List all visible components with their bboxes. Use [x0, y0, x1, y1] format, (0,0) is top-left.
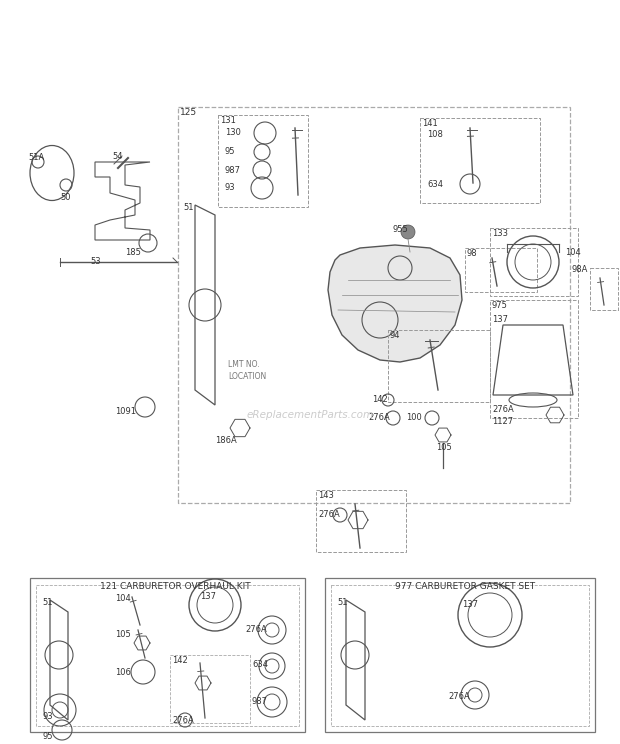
Bar	[490, 228, 578, 296]
Text: 131: 131	[220, 116, 236, 125]
Text: 276A: 276A	[245, 625, 267, 634]
Text: 125: 125	[180, 108, 197, 117]
Text: 94: 94	[390, 331, 401, 340]
Text: 133: 133	[492, 229, 508, 238]
Text: 98: 98	[467, 249, 477, 258]
Circle shape	[401, 225, 415, 239]
Bar	[36, 585, 299, 726]
Text: 51: 51	[337, 598, 347, 607]
Text: 105: 105	[436, 443, 452, 452]
Text: 137: 137	[492, 315, 508, 324]
Bar	[420, 118, 540, 203]
Text: 955: 955	[393, 225, 409, 234]
Text: 104: 104	[115, 594, 131, 603]
Text: 987: 987	[225, 166, 241, 175]
Text: 121 CARBURETOR OVERHAUL KIT: 121 CARBURETOR OVERHAUL KIT	[100, 582, 250, 591]
Text: 95: 95	[42, 732, 53, 741]
Text: 137: 137	[462, 600, 478, 609]
Text: 143: 143	[318, 491, 334, 500]
Text: 130: 130	[225, 128, 241, 137]
Text: 53: 53	[90, 257, 100, 266]
Text: 104: 104	[565, 248, 581, 257]
Text: 276A: 276A	[172, 716, 193, 725]
Polygon shape	[328, 245, 462, 362]
Text: 100: 100	[406, 413, 422, 422]
Bar	[170, 655, 250, 723]
Text: 51: 51	[42, 598, 53, 607]
Text: 142: 142	[172, 656, 188, 665]
Text: 93: 93	[225, 183, 236, 192]
Text: 106: 106	[115, 668, 131, 677]
Text: 185: 185	[125, 248, 141, 257]
Bar	[465, 248, 537, 292]
Text: 276A: 276A	[448, 692, 470, 701]
Text: 1127: 1127	[492, 417, 513, 426]
Text: 975: 975	[492, 301, 508, 310]
Text: 108: 108	[427, 130, 443, 139]
Text: LMT NO.: LMT NO.	[228, 360, 260, 369]
Text: 186A: 186A	[215, 436, 237, 445]
Text: 93: 93	[42, 712, 53, 721]
Text: 142: 142	[372, 395, 388, 404]
Bar	[331, 585, 589, 726]
Text: eReplacementParts.com: eReplacementParts.com	[246, 410, 374, 420]
Text: LOCATION: LOCATION	[228, 372, 266, 381]
Text: 98A: 98A	[572, 265, 588, 274]
Text: 276A: 276A	[368, 413, 390, 422]
Text: 105: 105	[115, 630, 131, 639]
Text: 50: 50	[60, 193, 71, 202]
Text: 634: 634	[427, 180, 443, 189]
Text: 54: 54	[112, 152, 123, 161]
Bar	[325, 578, 595, 732]
Text: 141: 141	[422, 119, 438, 128]
Bar	[590, 268, 618, 310]
Text: 51A: 51A	[28, 153, 44, 162]
Bar	[490, 300, 578, 418]
Text: 276A: 276A	[492, 405, 514, 414]
Bar	[218, 115, 308, 207]
Bar	[178, 107, 570, 503]
Text: 276A: 276A	[318, 510, 340, 519]
Bar	[388, 330, 490, 402]
Text: 95: 95	[225, 147, 236, 156]
Text: 977 CARBURETOR GASKET SET: 977 CARBURETOR GASKET SET	[395, 582, 535, 591]
Text: 51: 51	[183, 203, 193, 212]
Text: 137: 137	[200, 592, 216, 601]
Bar	[30, 578, 305, 732]
Bar	[316, 490, 406, 552]
Text: 634: 634	[252, 660, 268, 669]
Text: 1091: 1091	[115, 407, 136, 416]
Text: 987: 987	[252, 697, 268, 706]
